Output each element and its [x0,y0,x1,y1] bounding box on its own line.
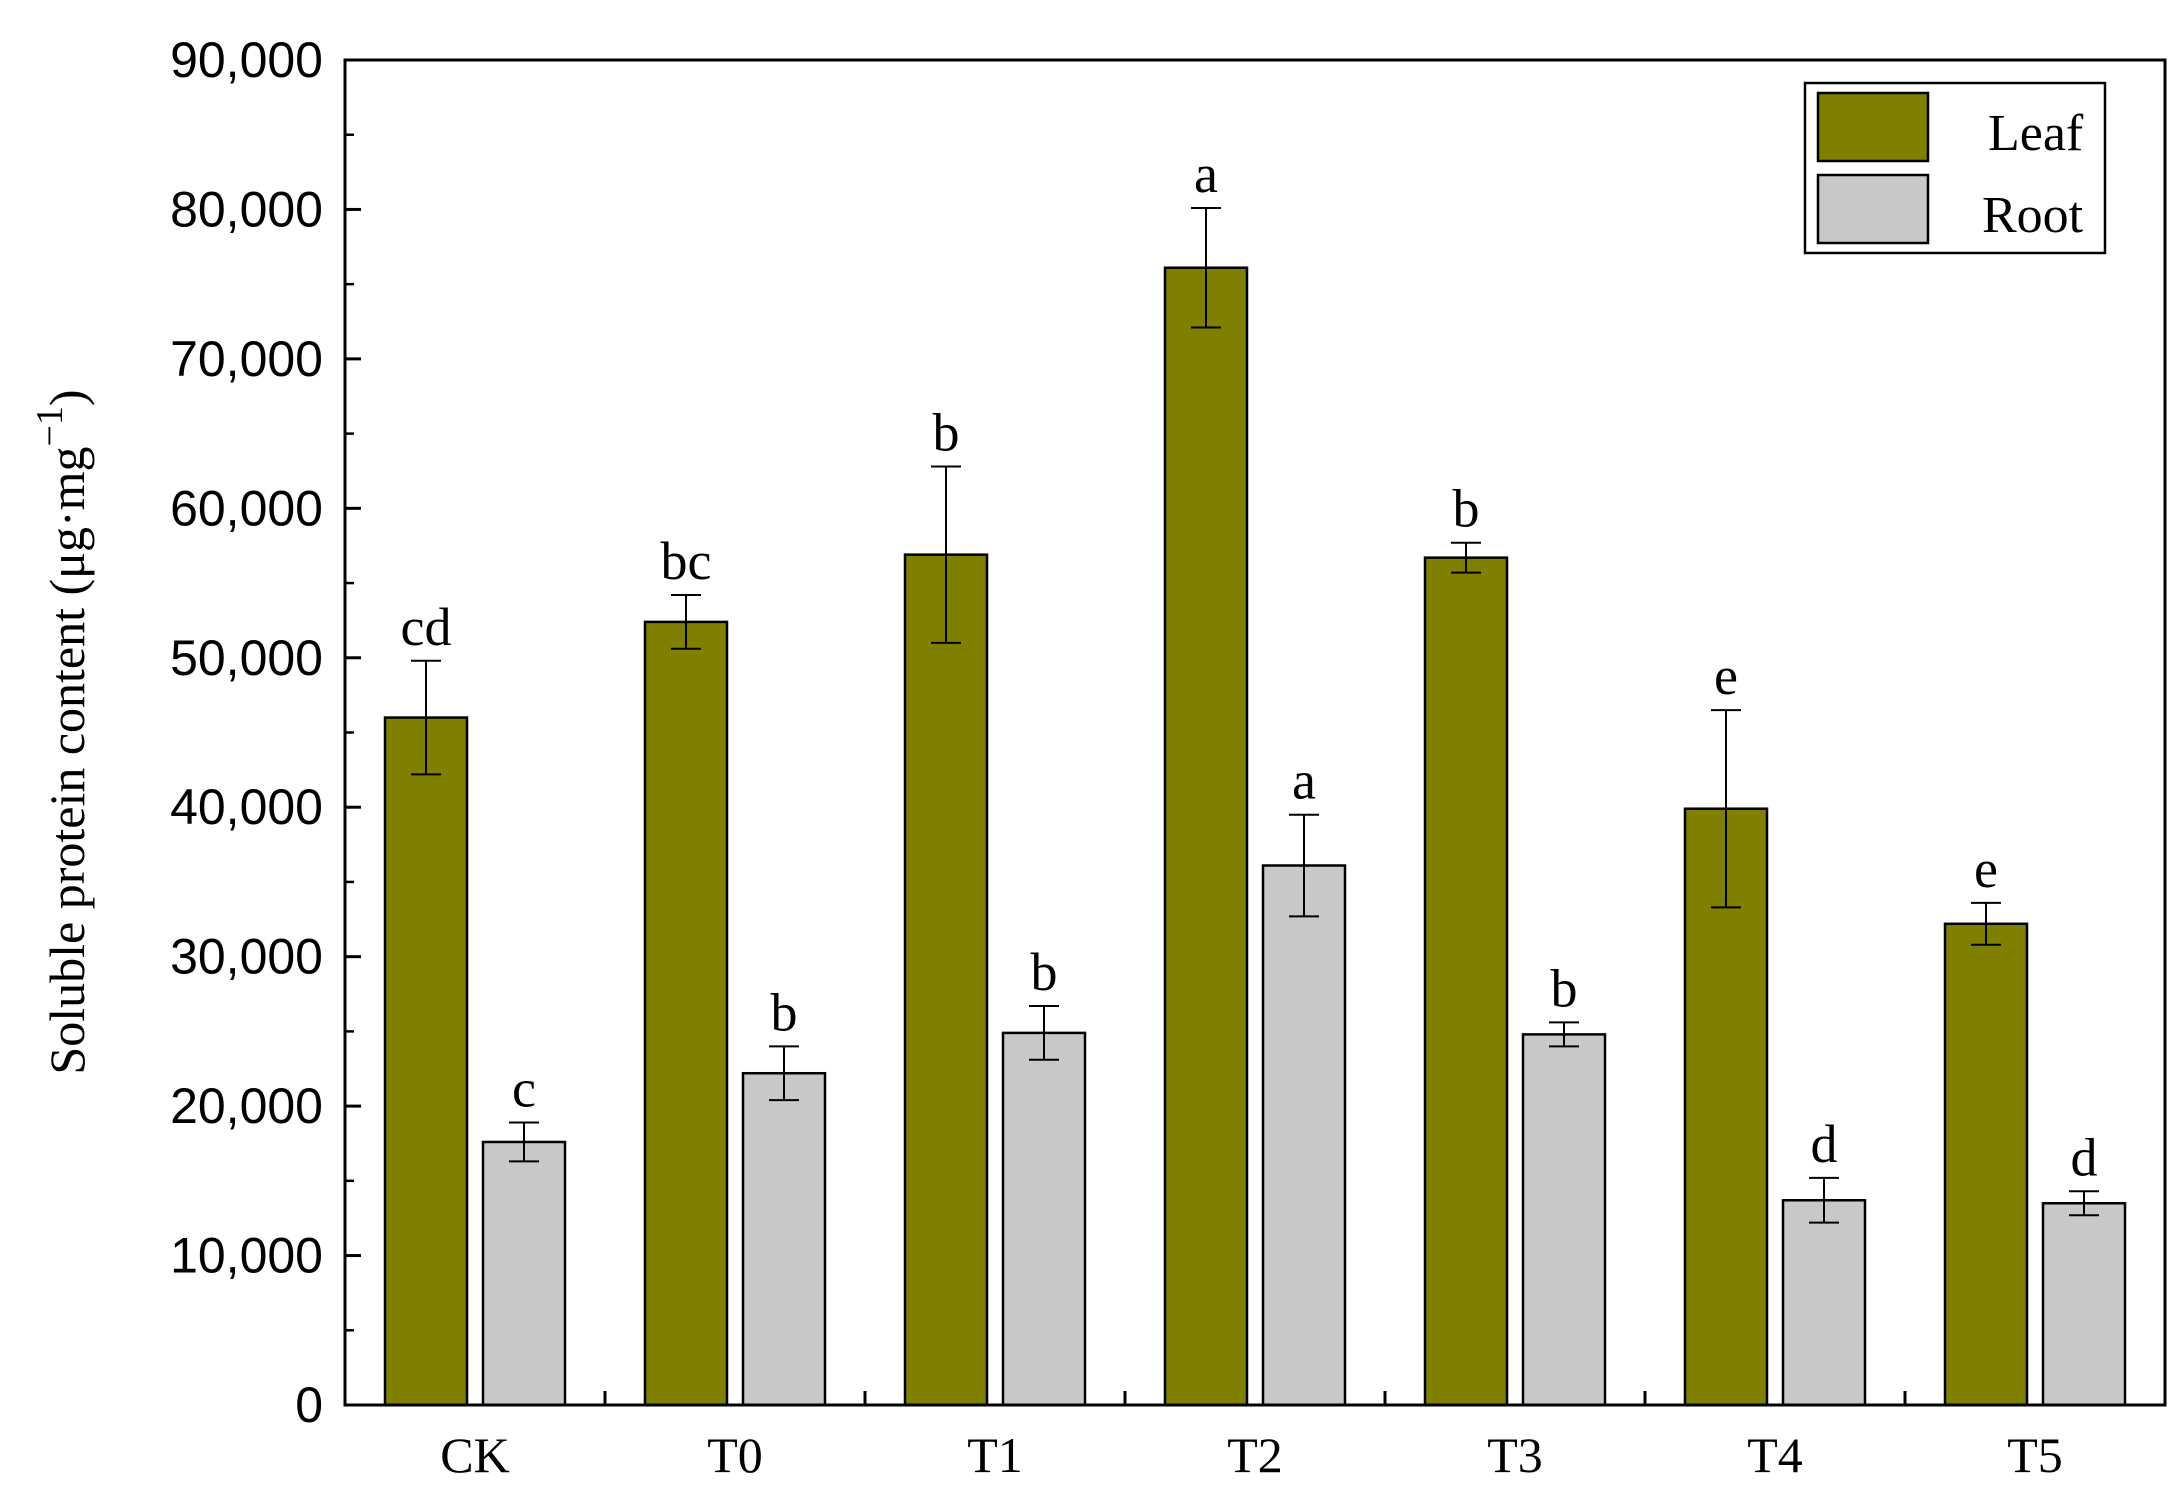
significance-letter: b [1551,958,1578,1018]
bar-root [1521,1033,1607,1407]
x-axis: CK T0 T1 T2 T3 T4 T5 [440,1391,2063,1483]
bar-leaf [903,553,989,1407]
legend: Leaf Root [1803,81,2107,255]
significance-letter: b [1031,942,1058,1002]
bar-leaf [1163,266,1249,1407]
y-axis: 0 10,000 20,000 30,000 40,000 50,000 60,000 70,… [170,32,361,1433]
y-tick-label: 70,000 [170,331,323,387]
bar-root [1261,864,1347,1407]
y-axis-title-superscript: −1 [29,406,71,446]
y-tick-label: 20,000 [170,1078,323,1134]
y-tick-label: 0 [295,1377,323,1433]
x-tick-label: T5 [2007,1427,2063,1483]
bar-root [1781,1199,1867,1407]
bar-root [1001,1031,1087,1407]
significance-letter: b [1453,479,1480,539]
significance-letter: e [1714,646,1738,706]
x-tick-label: CK [440,1427,509,1483]
y-tick-label: 50,000 [170,630,323,686]
legend-swatch-root [1816,173,1930,245]
legend-label-leaf: Leaf [1988,105,2084,162]
y-tick-label: 10,000 [170,1228,323,1284]
significance-letter: a [1292,751,1316,811]
legend-swatch-leaf [1816,91,1930,163]
y-axis-title-main: Soluble protein content (μg·mg [39,447,95,1075]
significance-letter: b [933,402,960,462]
x-tick-label: T3 [1487,1427,1543,1483]
y-tick-label: 60,000 [170,480,323,536]
bar-root [481,1140,567,1407]
bar-leaf [643,620,729,1407]
x-tick-label: T0 [707,1427,763,1483]
bar-leaf [383,716,469,1407]
bars-group: cd c bc b b b a a b b e d e d [383,144,2127,1407]
y-axis-title-close: ) [39,389,95,406]
significance-letter: a [1194,144,1218,204]
significance-letter: c [512,1059,536,1119]
plot-frame [343,58,2167,1407]
y-tick-label: 30,000 [170,929,323,985]
bar-leaf [1943,922,2029,1407]
significance-letter: d [1811,1114,1838,1174]
x-tick-label: T4 [1747,1427,1803,1483]
significance-letter: b [771,982,798,1042]
y-tick-label: 80,000 [170,181,323,237]
x-tick-label: T2 [1227,1427,1283,1483]
bar-leaf [1423,556,1509,1407]
x-tick-label: T1 [967,1427,1023,1483]
y-tick-label: 90,000 [170,32,323,88]
y-axis-title: Soluble protein content (μg·mg−1) [29,389,95,1074]
significance-letter: e [1974,839,1998,899]
significance-letter: d [2071,1127,2098,1187]
bar-root [2041,1202,2127,1407]
legend-label-root: Root [1982,187,2084,244]
bar-root [741,1071,827,1407]
significance-letter: cd [401,597,452,657]
significance-letter: bc [661,531,712,591]
y-tick-label: 40,000 [170,779,323,835]
